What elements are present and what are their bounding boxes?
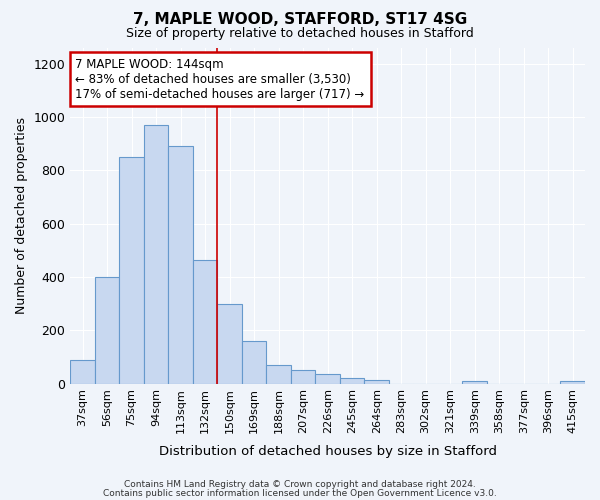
Bar <box>193 260 217 384</box>
Bar <box>242 341 266 384</box>
Bar <box>169 146 193 384</box>
Bar <box>266 365 291 384</box>
Bar <box>316 374 340 384</box>
Bar <box>70 360 95 384</box>
Text: Contains HM Land Registry data © Crown copyright and database right 2024.: Contains HM Land Registry data © Crown c… <box>124 480 476 489</box>
Y-axis label: Number of detached properties: Number of detached properties <box>15 117 28 314</box>
Bar <box>144 125 169 384</box>
Text: 7, MAPLE WOOD, STAFFORD, ST17 4SG: 7, MAPLE WOOD, STAFFORD, ST17 4SG <box>133 12 467 28</box>
Bar <box>340 378 364 384</box>
Bar <box>463 381 487 384</box>
Bar <box>291 370 316 384</box>
Bar <box>560 381 585 384</box>
Text: Contains public sector information licensed under the Open Government Licence v3: Contains public sector information licen… <box>103 488 497 498</box>
Bar <box>217 304 242 384</box>
Text: 7 MAPLE WOOD: 144sqm
← 83% of detached houses are smaller (3,530)
17% of semi-de: 7 MAPLE WOOD: 144sqm ← 83% of detached h… <box>76 58 365 100</box>
X-axis label: Distribution of detached houses by size in Stafford: Distribution of detached houses by size … <box>158 444 497 458</box>
Text: Size of property relative to detached houses in Stafford: Size of property relative to detached ho… <box>126 28 474 40</box>
Bar <box>95 277 119 384</box>
Bar <box>364 380 389 384</box>
Bar <box>119 157 144 384</box>
